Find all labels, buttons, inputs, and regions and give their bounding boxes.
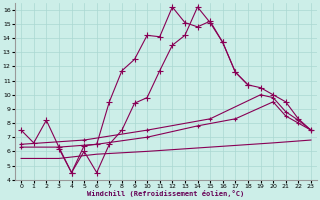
X-axis label: Windchill (Refroidissement éolien,°C): Windchill (Refroidissement éolien,°C) [87,190,245,197]
